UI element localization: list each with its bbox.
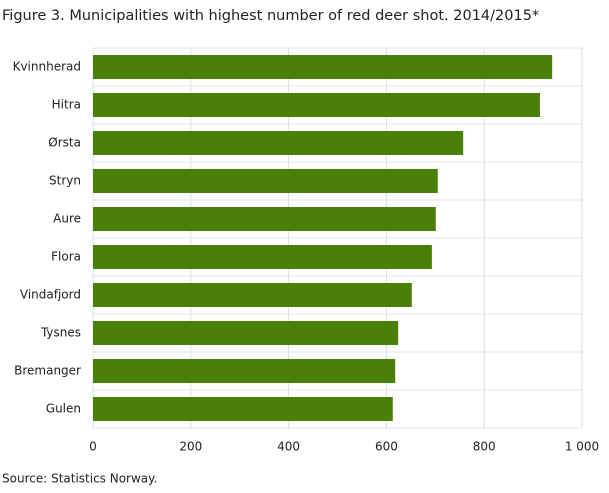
y-tick-label: Flora bbox=[51, 250, 81, 264]
bar bbox=[93, 245, 432, 269]
x-tick-label: 200 bbox=[179, 440, 202, 454]
y-tick-label: Hitra bbox=[52, 98, 81, 112]
y-tick-label: Vindafjord bbox=[20, 288, 81, 302]
bar bbox=[93, 131, 464, 155]
x-tick-label: 0 bbox=[89, 440, 97, 454]
bar bbox=[93, 283, 412, 307]
y-tick-label: Tysnes bbox=[40, 326, 81, 340]
bar bbox=[93, 55, 553, 79]
y-tick-label: Bremanger bbox=[14, 364, 81, 378]
bar bbox=[93, 321, 399, 345]
y-tick-label: Ørsta bbox=[48, 136, 81, 150]
bar bbox=[93, 93, 540, 117]
x-tick-label: 1 000 bbox=[565, 440, 599, 454]
source: Source: Statistics Norway. bbox=[2, 472, 157, 486]
bar bbox=[93, 397, 393, 421]
chart-title: Figure 3. Municipalities with highest nu… bbox=[2, 8, 539, 24]
x-tick-label: 800 bbox=[473, 440, 496, 454]
y-tick-label: Kvinnherad bbox=[13, 60, 81, 74]
x-tick-label: 600 bbox=[375, 440, 398, 454]
bar bbox=[93, 207, 436, 231]
bar bbox=[93, 359, 396, 383]
bar bbox=[93, 169, 438, 193]
y-tick-label: Gulen bbox=[46, 402, 81, 416]
x-tick-label: 400 bbox=[277, 440, 300, 454]
y-tick-label: Aure bbox=[53, 212, 81, 226]
y-tick-label: Stryn bbox=[49, 174, 81, 188]
